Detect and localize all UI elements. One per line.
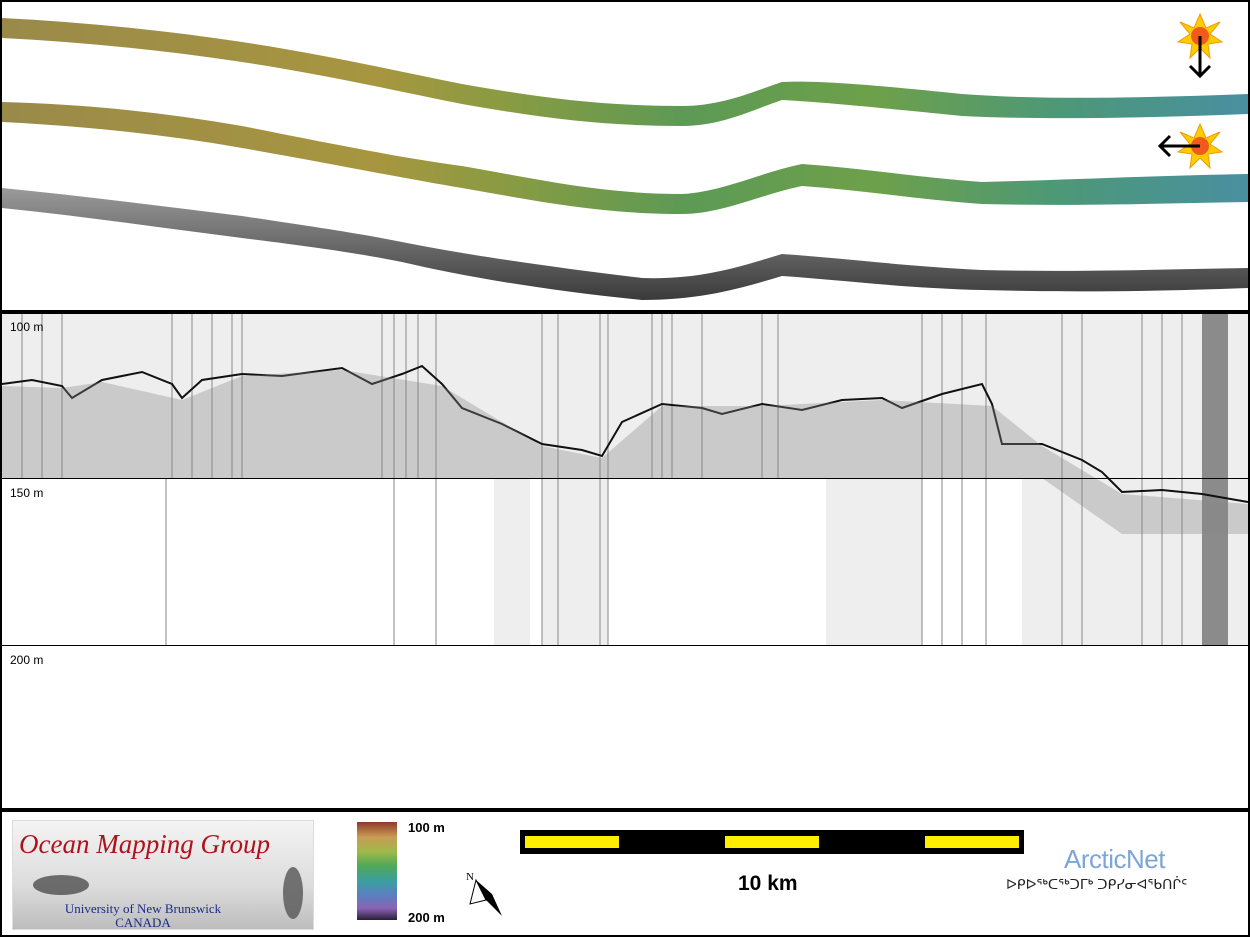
arcticnet-logo: ArcticNet xyxy=(1064,844,1165,874)
logo-title: Ocean Mapping Group xyxy=(19,829,270,859)
arcticnet-syllabics: ᐅᑭᐅᖅᑕᖅᑐᒥᒃ ᑐᑭᓯᓂᐊᖃᑎᒌᑦ xyxy=(1006,876,1188,892)
swath-strip-middle xyxy=(2,102,1248,214)
scale-bar-segment xyxy=(525,836,619,848)
north-letter: N xyxy=(466,871,474,883)
logo-seafloor-image xyxy=(33,867,303,919)
arrow-down-icon xyxy=(1188,36,1212,79)
scale-bar xyxy=(520,830,1024,854)
depth-colorbar xyxy=(357,822,397,920)
swath-strip-top xyxy=(2,18,1248,126)
scale-bar-label: 10 km xyxy=(738,872,798,895)
swath-map xyxy=(2,12,1248,300)
legend-panel: Ocean Mapping Group University of New Br… xyxy=(2,812,1248,933)
logo-country: CANADA xyxy=(115,915,171,930)
scale-bar-segment xyxy=(925,836,1019,848)
depth-label-150: 150 m xyxy=(10,486,44,500)
colorbar-bottom-label: 200 m xyxy=(408,910,445,925)
depth-gridline xyxy=(2,645,1248,646)
north-arrow-icon: N xyxy=(466,871,502,916)
divider xyxy=(0,310,1250,314)
depth-profile xyxy=(2,314,1248,646)
scale-bar-segment xyxy=(725,836,819,848)
divider xyxy=(0,808,1250,812)
colorbar-top-label: 100 m xyxy=(408,820,445,835)
depth-label-200: 200 m xyxy=(10,653,44,667)
arrow-left-icon xyxy=(1157,134,1200,158)
ocean-mapping-group-logo: Ocean Mapping Group University of New Br… xyxy=(12,820,314,930)
seafloor-echo-trace xyxy=(2,364,1248,503)
map-panel xyxy=(2,2,1248,310)
depth-gridline xyxy=(2,478,1248,479)
depth-profile-panel: 100 m 150 m 200 m xyxy=(2,314,1248,808)
depth-label-100: 100 m xyxy=(10,320,44,334)
logo-university: University of New Brunswick xyxy=(64,901,222,916)
swath-strip-bottom xyxy=(2,188,1248,300)
